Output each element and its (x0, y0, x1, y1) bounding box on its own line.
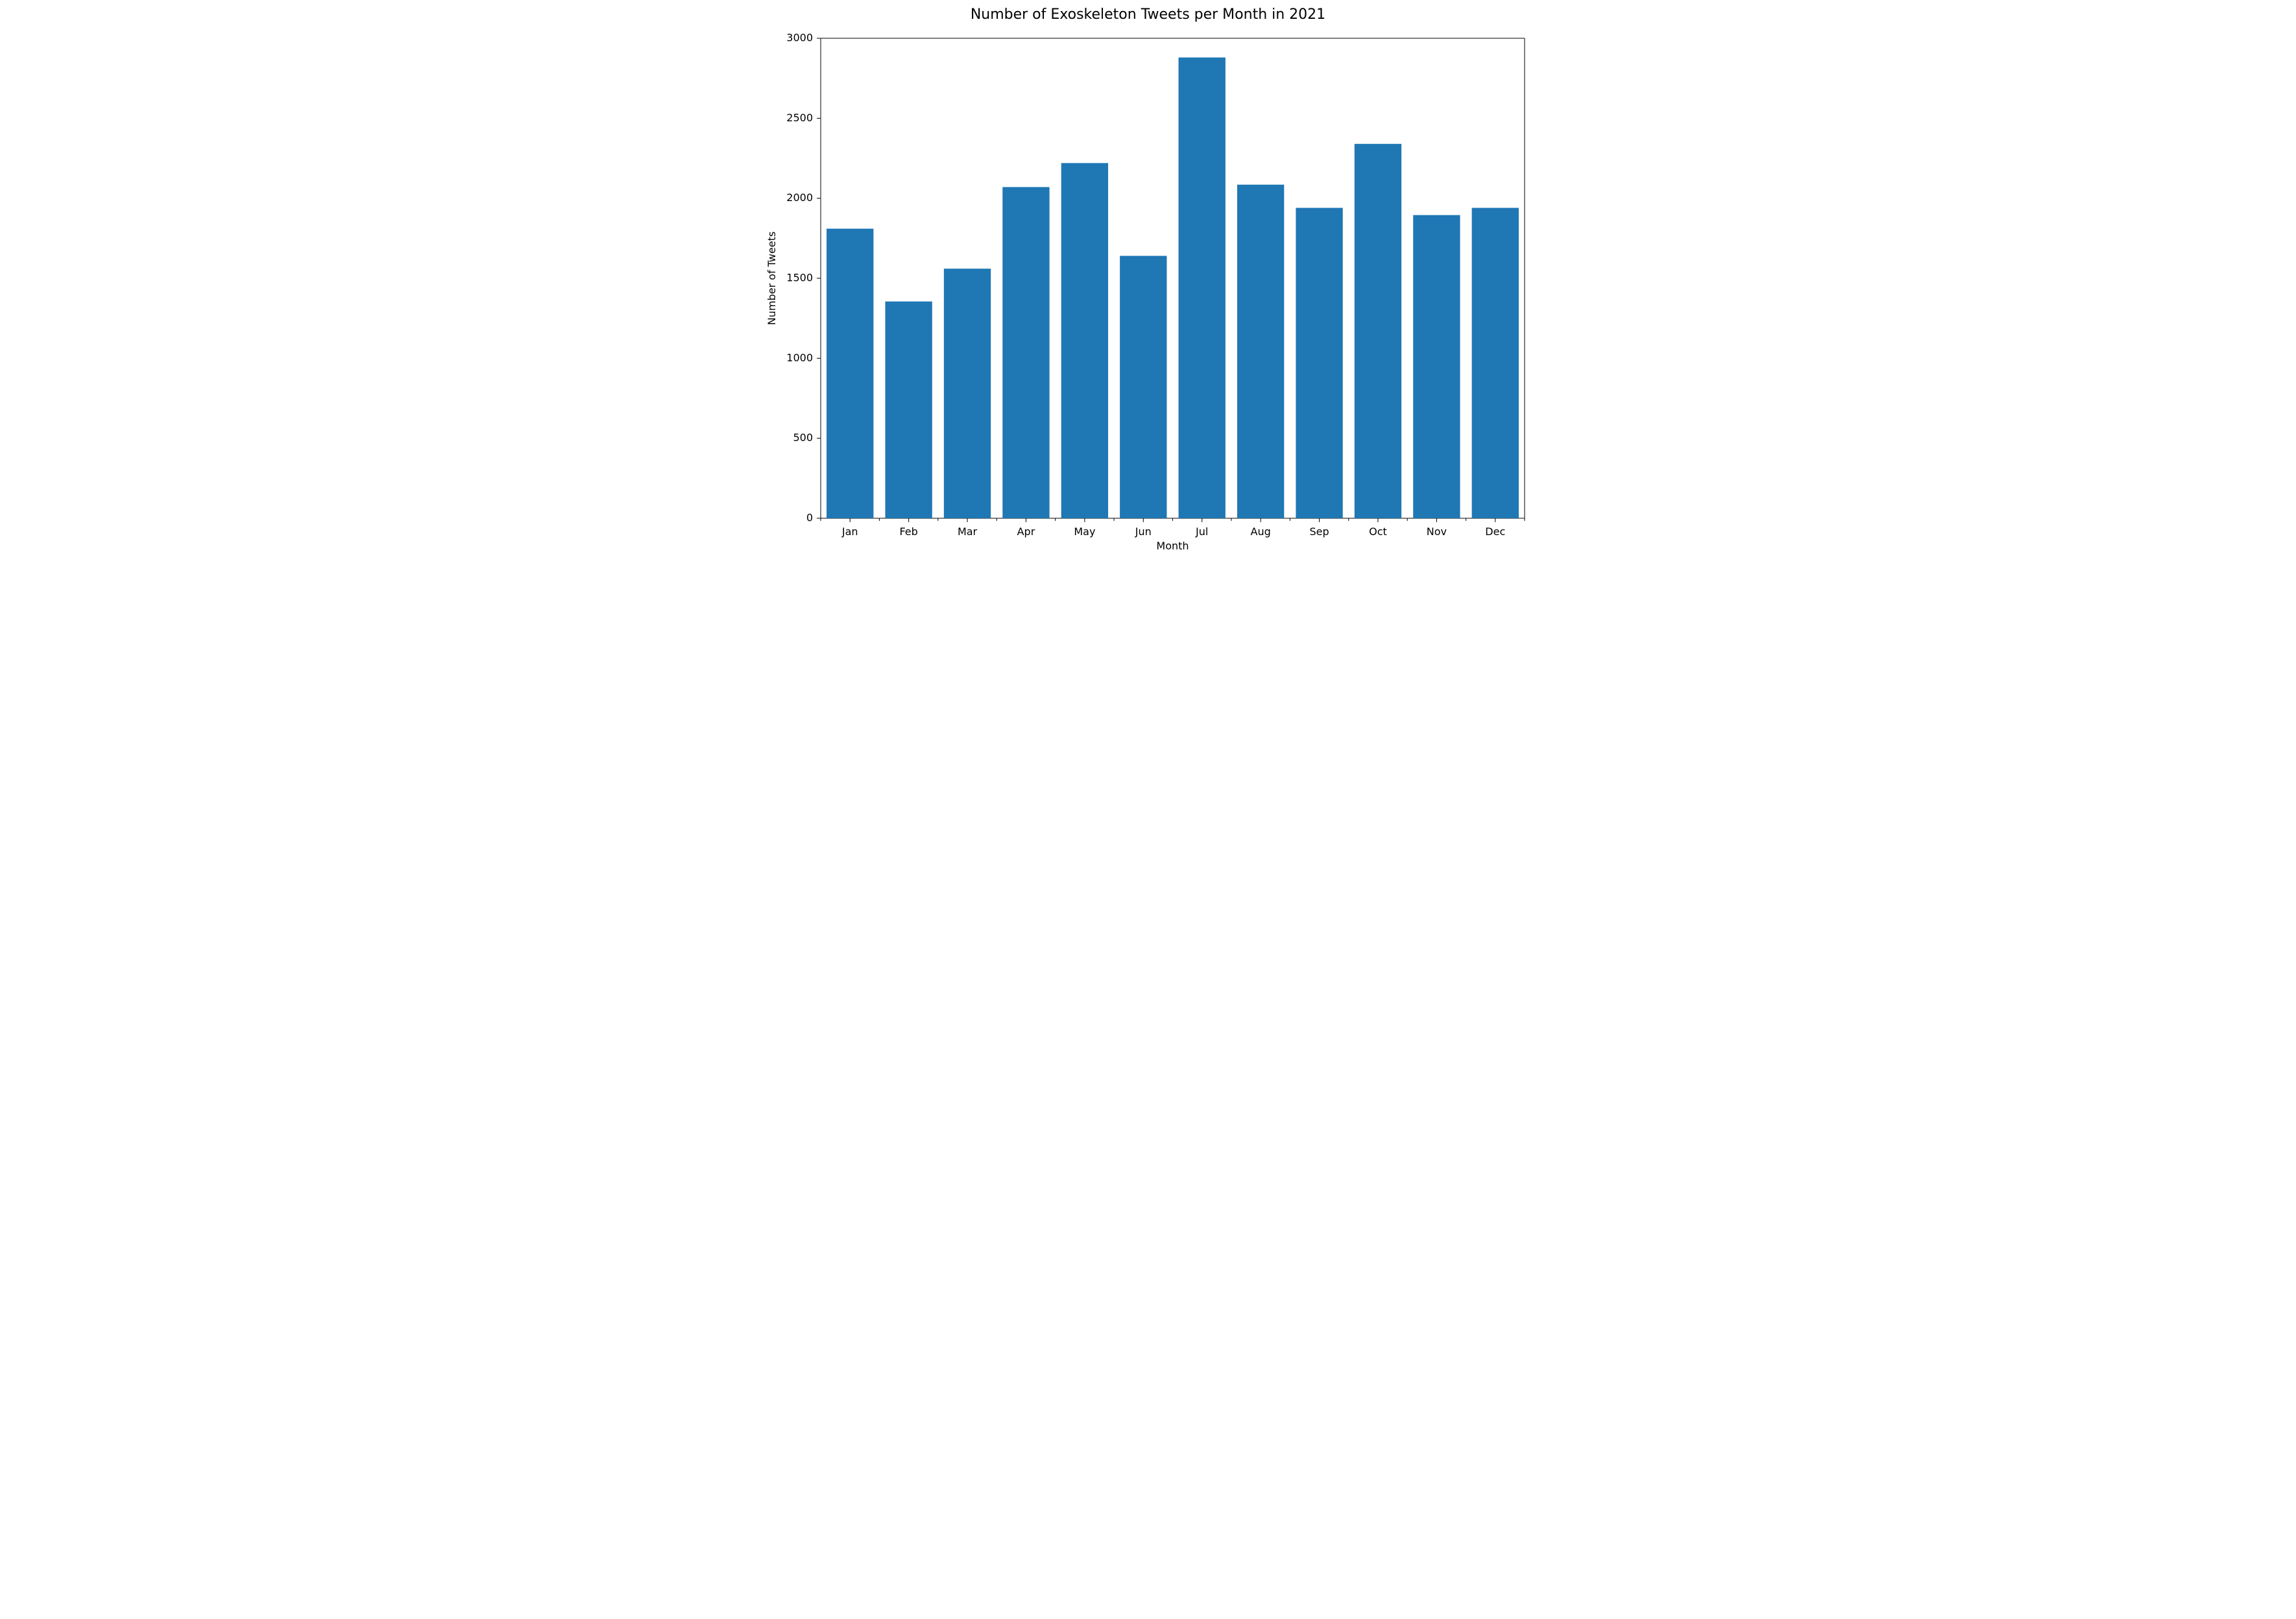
x-tick-label: Dec (1485, 525, 1505, 538)
chart-title: Number of Exoskeleton Tweets per Month i… (759, 6, 1538, 23)
x-tick-label: Mar (957, 525, 977, 538)
y-tick-label: 0 (806, 512, 812, 524)
bar (943, 269, 990, 518)
x-tick-label: Aug (1250, 525, 1270, 538)
x-tick-label: Jan (841, 525, 858, 538)
bar (1413, 215, 1460, 518)
x-tick-label: Feb (899, 525, 917, 538)
x-tick-label: May (1074, 525, 1095, 538)
y-tick-label: 1500 (786, 272, 813, 284)
bar (1471, 208, 1518, 518)
bar (1296, 208, 1342, 518)
x-tick-label: Oct (1369, 525, 1387, 538)
y-axis-label: Number of Tweets (766, 232, 778, 325)
y-tick-label: 3000 (786, 32, 813, 44)
y-tick-label: 500 (793, 431, 813, 444)
bar (827, 229, 873, 518)
x-tick-label: Jun (1134, 525, 1151, 538)
bar (1002, 187, 1049, 518)
bar (1237, 185, 1283, 518)
x-tick-label: Apr (1017, 525, 1035, 538)
x-axis-label: Month (1156, 540, 1189, 552)
bar (1178, 58, 1225, 518)
bar (885, 302, 932, 518)
bar-chart: 0 500 1000 1500 2000 2500 3000 Jan Feb Mar Apr May J… (759, 25, 1538, 557)
y-tick-label: 2500 (786, 112, 813, 124)
bar (1354, 144, 1401, 518)
x-tick-label: Jul (1195, 525, 1208, 538)
bar (1061, 163, 1107, 518)
x-tick-label: Nov (1426, 525, 1446, 538)
bar (1120, 256, 1166, 518)
y-tick-label: 2000 (786, 191, 813, 204)
x-tick-label: Sep (1309, 525, 1329, 538)
y-tick-label: 1000 (786, 352, 813, 364)
chart-container: Number of Exoskeleton Tweets per Month i… (759, 6, 1538, 557)
